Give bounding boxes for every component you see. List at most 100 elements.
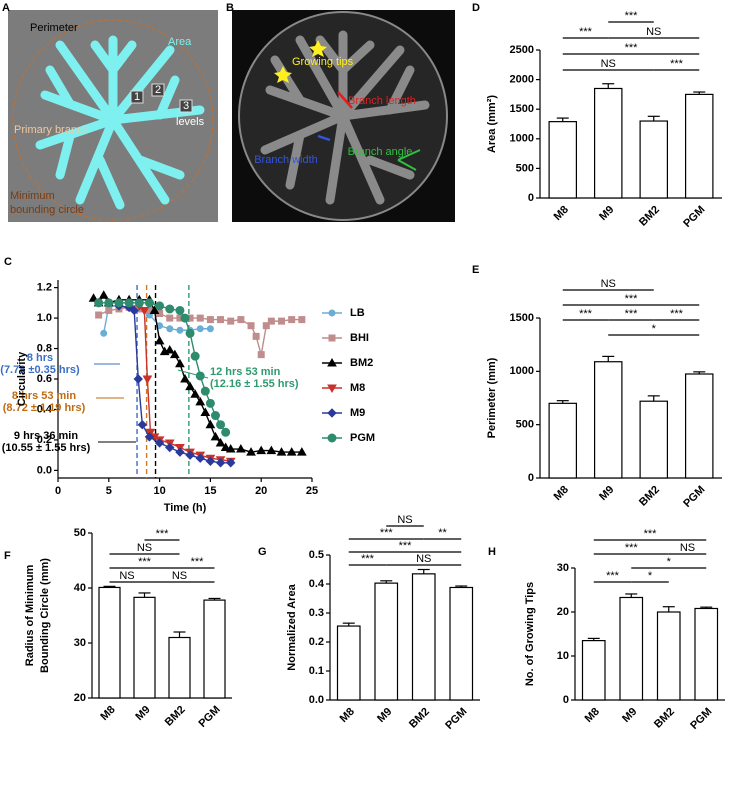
marker — [142, 375, 153, 385]
annotation: (8.72 ± 1.19 hrs) — [3, 402, 86, 414]
bar — [684, 373, 714, 479]
x-tick-label: M8 — [338, 706, 357, 725]
image-label: Branch width — [254, 154, 318, 166]
marker — [298, 316, 306, 324]
marker — [166, 314, 174, 322]
marker — [88, 293, 99, 302]
marker — [196, 314, 204, 322]
panel-letter: H — [488, 546, 496, 558]
marker — [256, 445, 267, 455]
marker — [169, 349, 180, 359]
y-tick-label: 10 — [557, 650, 569, 662]
x-tick-label: BM2 — [163, 704, 188, 729]
marker — [288, 316, 296, 324]
annotation: (12.16 ± 1.55 hrs) — [210, 378, 299, 390]
x-tick-label: 10 — [153, 485, 165, 497]
panel-letter: G — [258, 546, 267, 558]
marker — [266, 445, 277, 455]
image-label: Branch length — [348, 95, 416, 107]
y-tick-label: 2000 — [510, 74, 534, 86]
significance-label: *** — [625, 542, 639, 554]
significance-label: NS — [601, 58, 616, 70]
y-tick-label: 0.1 — [309, 665, 324, 677]
marker — [205, 419, 216, 429]
image-label: Growing tips — [292, 56, 354, 68]
annotation-arrow — [177, 369, 209, 379]
y-tick-label: 0.8 — [37, 342, 52, 354]
legend-marker — [328, 334, 336, 342]
marker — [134, 298, 144, 308]
marker — [100, 329, 108, 337]
marker — [200, 407, 211, 417]
y-axis-label: Radius of Minimum — [24, 565, 36, 667]
marker — [149, 305, 160, 314]
significance-label: NS — [416, 553, 431, 565]
significance-label: *** — [156, 528, 170, 540]
panel-letter: F — [4, 550, 11, 562]
x-tick-label: M8 — [98, 704, 117, 723]
marker — [220, 442, 231, 452]
x-tick-label: 0 — [55, 485, 61, 497]
marker — [175, 358, 185, 368]
marker — [154, 438, 165, 448]
image-label: levels — [176, 116, 205, 128]
bar — [374, 582, 399, 701]
bar — [168, 636, 191, 699]
annotation: 9 hrs 36 min — [14, 430, 78, 442]
bar — [133, 596, 156, 699]
marker — [267, 317, 275, 325]
angle-marker — [397, 149, 421, 171]
y-tick-label: 20 — [74, 692, 86, 704]
panel-a-image — [8, 10, 218, 222]
marker — [205, 398, 215, 408]
marker — [237, 316, 245, 324]
significance-label: *** — [670, 58, 684, 70]
marker — [144, 298, 154, 308]
y-tick-label: 1000 — [510, 365, 534, 377]
panel-letter: C — [4, 256, 12, 268]
x-tick-label: M8 — [552, 484, 571, 503]
legend-label: M8 — [350, 382, 365, 394]
marker — [185, 381, 195, 391]
marker — [139, 306, 150, 316]
marker — [190, 389, 201, 398]
y-tick-label: 1000 — [510, 133, 534, 145]
marker — [296, 447, 307, 456]
y-tick-label: 30 — [557, 562, 569, 574]
y-tick-label: 500 — [516, 419, 534, 431]
x-tick-label: PGM — [196, 704, 222, 730]
marker — [144, 432, 155, 442]
y-axis-label: Circularity — [16, 351, 28, 406]
x-tick-label: M8 — [583, 706, 602, 725]
annotation: 8 hrs — [27, 352, 53, 364]
marker — [278, 317, 286, 325]
length-marker — [337, 91, 353, 109]
marker — [225, 444, 236, 453]
marker — [286, 447, 297, 456]
legend-label: PGM — [350, 432, 375, 444]
marker — [155, 301, 165, 311]
y-axis-label: Perimeter (mm) — [486, 357, 498, 438]
marker — [195, 396, 206, 406]
y-tick-label: 0.3 — [309, 607, 324, 619]
bar — [639, 120, 668, 199]
image-label: Minimum — [10, 190, 55, 202]
marker — [276, 447, 287, 456]
significance-label: *** — [579, 308, 593, 320]
marker — [180, 313, 190, 323]
x-tick-label: M9 — [133, 704, 152, 723]
y-tick-label: 1.0 — [37, 312, 52, 324]
bar — [656, 611, 681, 701]
marker — [137, 419, 148, 430]
legend-label: BHI — [350, 332, 369, 344]
level-box — [151, 83, 165, 97]
marker — [247, 322, 255, 330]
annotation: 8 hrs 53 min — [12, 390, 76, 402]
bar — [548, 121, 577, 199]
panel-letter: E — [472, 264, 479, 276]
x-tick-label: 5 — [106, 485, 112, 497]
marker — [98, 290, 109, 299]
bar — [639, 400, 668, 479]
panel-b-image — [232, 10, 455, 222]
y-tick-label: 2500 — [510, 44, 534, 56]
